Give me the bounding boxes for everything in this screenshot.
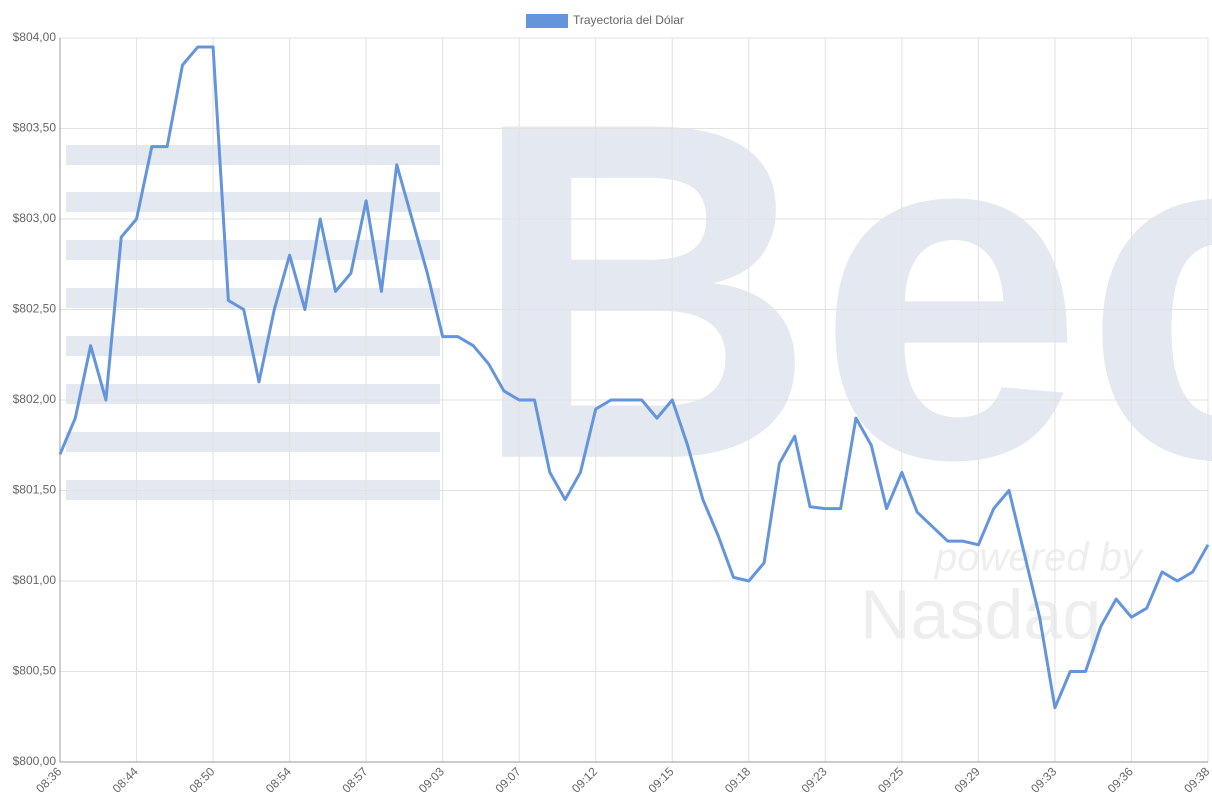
y-tick-label: $801,50 bbox=[13, 483, 57, 497]
x-tick-label: 08:57 bbox=[339, 764, 370, 795]
x-tick-label: 09:15 bbox=[645, 764, 676, 795]
x-tick-label: 09:07 bbox=[492, 764, 523, 795]
y-tick-label: $800,50 bbox=[13, 664, 57, 678]
y-tick-label: $803,50 bbox=[13, 121, 57, 135]
watermark-brand: Bec bbox=[470, 22, 1212, 559]
x-tick-label: 09:23 bbox=[799, 764, 830, 795]
y-tick-label: $802,00 bbox=[13, 392, 57, 406]
x-tick-label: 09:18 bbox=[722, 764, 753, 795]
x-tick-label: 09:29 bbox=[952, 764, 983, 795]
x-tick-label: 09:33 bbox=[1028, 764, 1059, 795]
y-tick-label: $802,50 bbox=[13, 302, 57, 316]
x-tick-label: 09:25 bbox=[875, 764, 906, 795]
line-series bbox=[58, 45, 1210, 710]
watermark: Bec powered by Nasdaq bbox=[66, 22, 1212, 653]
x-tick-label: 08:54 bbox=[263, 764, 294, 795]
x-tick-label: 08:36 bbox=[33, 764, 64, 795]
y-tick-label: $804,00 bbox=[13, 30, 57, 44]
x-tick-label: 08:44 bbox=[110, 764, 141, 795]
legend-label: Trayectoria del Dólar bbox=[573, 13, 684, 27]
x-tick-label: 09:03 bbox=[416, 764, 447, 795]
y-tick-label: $800,00 bbox=[13, 754, 57, 768]
y-tick-label: $801,00 bbox=[13, 573, 57, 587]
x-tick-label: 09:36 bbox=[1105, 764, 1136, 795]
watermark-partner: Nasdaq bbox=[860, 575, 1101, 653]
x-tick-label: 09:12 bbox=[569, 764, 600, 795]
legend-swatch bbox=[526, 14, 568, 28]
x-tick-label: 08:50 bbox=[186, 764, 217, 795]
y-tick-label: $803,00 bbox=[13, 211, 57, 225]
x-tick-label: 09:38 bbox=[1181, 764, 1212, 795]
